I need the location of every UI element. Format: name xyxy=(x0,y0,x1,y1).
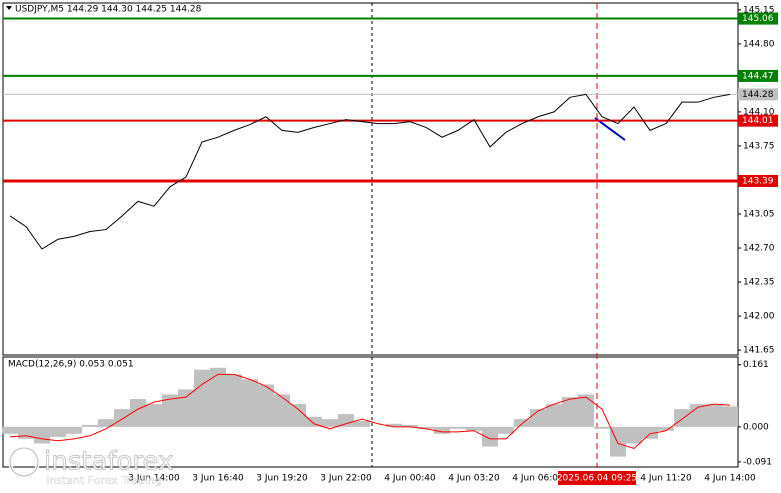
y-tick-label: 0.161 xyxy=(743,360,769,370)
macd-bar xyxy=(658,426,674,431)
macd-bar xyxy=(466,426,482,431)
macd-bar xyxy=(514,419,530,427)
macd-title: MACD(12,26,9) 0.053 0.051 xyxy=(8,360,134,370)
macd-bar xyxy=(594,426,610,429)
x-tick-label: 3 Jun 22:00 xyxy=(320,474,372,484)
macd-bar xyxy=(626,426,642,444)
level-label-box xyxy=(738,174,778,187)
signal-line xyxy=(9,373,731,450)
menu-arrow xyxy=(6,6,12,10)
macd-bar xyxy=(338,414,354,427)
y-tick-label: 0.000 xyxy=(743,422,769,432)
x-tick-label: 3 Jun 16:40 xyxy=(192,474,244,484)
y-tick-label: 144.80 xyxy=(743,39,775,49)
macd-bar xyxy=(210,367,226,427)
last-price-label: 144.28 xyxy=(742,90,774,100)
logo-ring xyxy=(9,447,39,477)
level-label: 144.01 xyxy=(742,116,774,126)
level-label-box xyxy=(738,12,778,25)
macd-bar xyxy=(402,424,418,427)
macd-bar xyxy=(258,384,274,427)
macd-bar xyxy=(706,404,722,427)
macd-bar xyxy=(178,389,194,427)
cursor-label-box xyxy=(558,471,636,485)
macd-bar xyxy=(114,409,130,427)
x-tick-label: 4 Jun 11:20 xyxy=(640,474,692,484)
macd-bar xyxy=(322,419,338,427)
x-tick-label: 4 Jun 00:40 xyxy=(384,474,436,484)
macd-bar xyxy=(34,426,50,444)
y-tick-label: 144.10 xyxy=(743,107,775,117)
macd-bar xyxy=(722,406,738,427)
macd-bar xyxy=(562,397,578,427)
y-tick-label: 142.35 xyxy=(743,278,775,288)
macd-bar xyxy=(66,426,82,434)
y-tick-label: 145.15 xyxy=(743,5,775,15)
macd-bar xyxy=(482,426,498,447)
y-tick-label: 142.00 xyxy=(743,312,775,322)
x-tick-label: 3 Jun 14:00 xyxy=(128,474,180,484)
macd-bar xyxy=(306,416,322,427)
level-label: 143.39 xyxy=(742,176,774,186)
y-tick-label: -0.091 xyxy=(743,457,772,467)
x-tick-label: 4 Jun 03:20 xyxy=(448,474,500,484)
y-tick-label: 142.70 xyxy=(743,244,775,254)
macd-bar xyxy=(546,404,562,427)
macd-bar xyxy=(98,419,114,427)
cursor-label: 2025.06.04 09:25 xyxy=(557,474,637,484)
macd-bar xyxy=(578,394,594,427)
y-tick-label: 143.75 xyxy=(743,141,775,151)
x-tick-label: 3 Jun 19:20 xyxy=(256,474,308,484)
y-tick-label: 143.05 xyxy=(743,210,775,220)
macd-bar xyxy=(2,426,18,434)
macd-bar xyxy=(242,379,258,427)
macd-bar xyxy=(674,409,690,427)
macd-bar xyxy=(162,394,178,427)
macd-bar xyxy=(226,374,242,427)
macd-bar xyxy=(418,426,434,429)
macd-bar xyxy=(530,409,546,427)
macd-bar xyxy=(146,404,162,427)
chart-title: USDJPY,M5 144.29 144.30 144.25 144.28 xyxy=(15,5,202,15)
level-label: 144.47 xyxy=(742,71,774,81)
level-label-box xyxy=(738,114,778,127)
y-tick-label: 141.65 xyxy=(743,346,775,356)
x-tick-label: 4 Jun 14:00 xyxy=(704,474,756,484)
x-tick-label: 4 Jun 06:00 xyxy=(512,474,564,484)
watermark: instaforex Instant Forex Trading xyxy=(8,446,174,487)
trend-line xyxy=(594,117,626,141)
macd-bar xyxy=(386,423,402,427)
macd-bar xyxy=(50,426,66,437)
macd-bar xyxy=(642,426,658,439)
macd-bar xyxy=(450,426,466,429)
level-label-box xyxy=(738,69,778,82)
macd-bar xyxy=(290,404,306,427)
level-label: 145.06 xyxy=(742,14,774,24)
macd-bar xyxy=(18,426,34,439)
price-panel xyxy=(2,2,739,356)
macd-bar xyxy=(498,426,514,434)
macd-bar xyxy=(274,394,290,427)
macd-bar xyxy=(354,421,370,427)
watermark-brand: instaforex xyxy=(44,447,173,477)
macd-bar xyxy=(194,369,210,427)
macd-bar xyxy=(130,399,146,427)
last-price-box xyxy=(738,88,778,101)
macd-bar xyxy=(82,424,98,427)
macd-bar xyxy=(434,426,450,434)
price-line xyxy=(9,93,731,250)
watermark-tagline: Instant Forex Trading xyxy=(46,474,162,487)
